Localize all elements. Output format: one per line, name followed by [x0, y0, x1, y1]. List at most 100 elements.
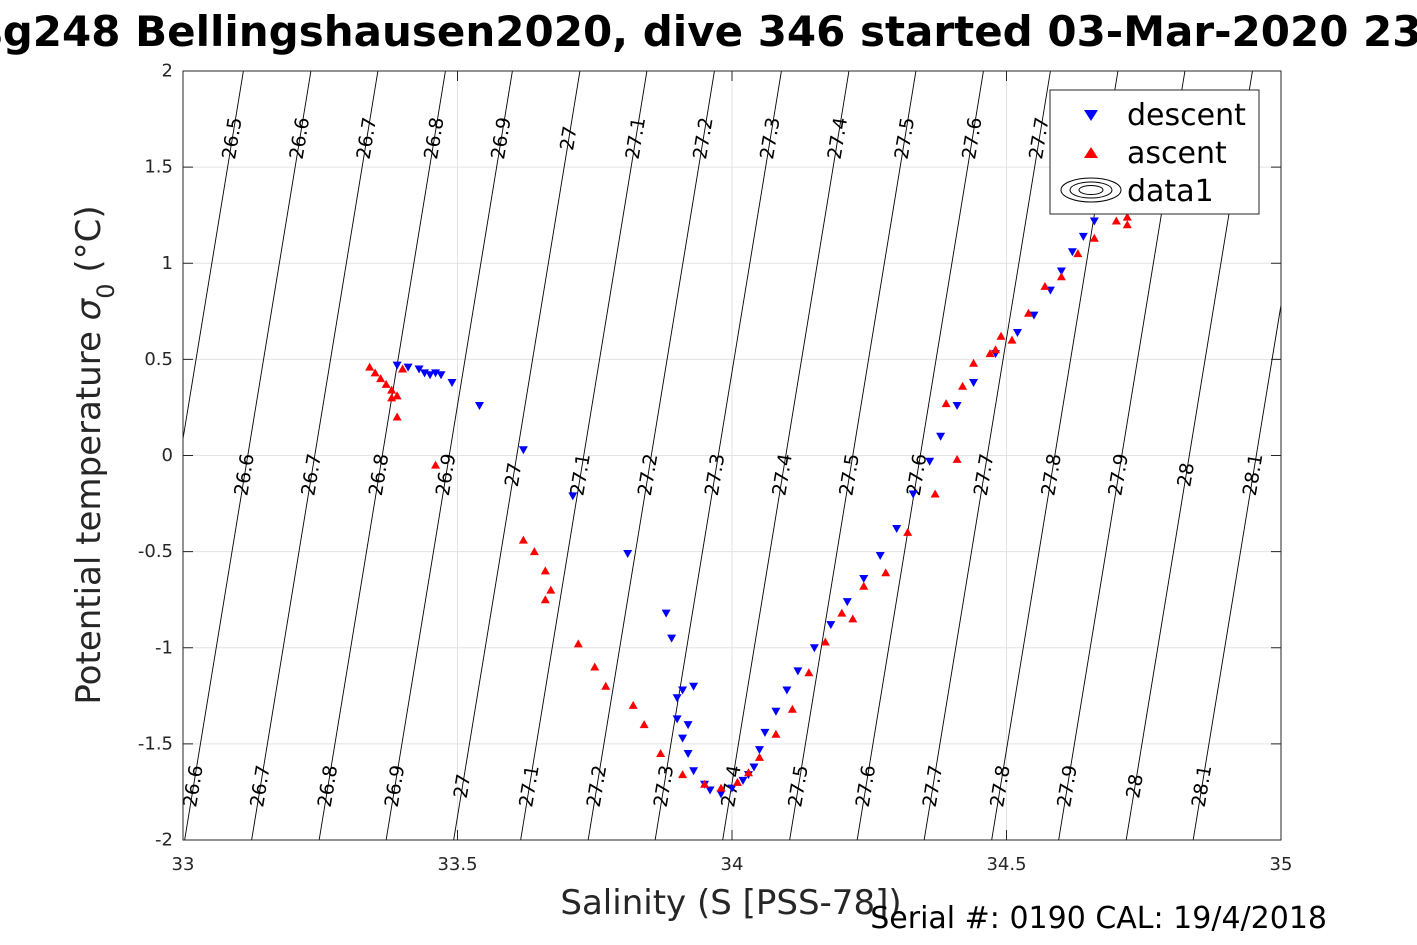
contour-label-28-1: 28	[1173, 461, 1199, 488]
descent-point-48	[1078, 232, 1088, 241]
contour-label-27-0: 27	[556, 125, 582, 152]
descent-point-15	[678, 686, 688, 695]
ascent-point-3	[381, 379, 391, 388]
contour-line-26-9	[385, 71, 513, 840]
ascent-point-50	[985, 349, 995, 358]
legend: descent ascent data1	[1049, 89, 1260, 215]
descent-point-0	[392, 361, 402, 370]
descent-point-9	[518, 446, 528, 455]
contour-line-27-2	[587, 71, 715, 840]
ascent-point-12	[540, 566, 550, 575]
y-tick-label-2: -1	[155, 637, 173, 658]
ascent-point-4	[387, 385, 397, 394]
ascent-point-2	[376, 374, 386, 383]
y-tick-label-6: 1	[162, 253, 173, 274]
descent-point-43	[1012, 328, 1022, 337]
contour-line-27-1	[520, 71, 648, 840]
x-axis-label: Salinity (S [PSS-78])	[560, 883, 901, 923]
contour-line-27-5	[789, 71, 917, 840]
legend-ascent-label: ascent	[1127, 136, 1227, 171]
contour-line-27-3	[654, 71, 782, 840]
ascent-point-33	[881, 568, 891, 577]
ascent-point-39	[969, 358, 979, 367]
ascent-point-9	[431, 460, 441, 469]
legend-data1-label: data1	[1127, 174, 1214, 209]
descent-point-22	[716, 790, 726, 799]
descent-point-16	[672, 715, 682, 724]
x-tick-label-2: 34	[721, 854, 744, 875]
ascent-point-1	[370, 368, 380, 377]
contour-line-27-7	[923, 71, 1051, 840]
ascent-point-11	[529, 547, 539, 556]
ascent-point-43	[1040, 281, 1050, 290]
descent-point-23	[727, 784, 737, 793]
ascent-point-36	[952, 454, 962, 463]
x-tick-label-0: 33	[172, 854, 195, 875]
contour-line-26-5	[183, 71, 244, 442]
descent-point-47	[1067, 248, 1077, 257]
descent-point-49	[1089, 217, 1099, 226]
ascent-point-8	[398, 364, 408, 373]
descent-point-39	[936, 432, 946, 441]
descent-point-7	[447, 378, 457, 387]
ascent-point-35	[930, 489, 940, 498]
descent-point-37	[908, 490, 918, 499]
descent-point-21	[705, 786, 715, 795]
descent-point-38	[925, 457, 935, 466]
ascent-point-6	[387, 393, 397, 402]
contour-line-27-4	[722, 71, 850, 840]
descent-point-18	[683, 749, 693, 758]
descent-point-14	[672, 694, 682, 703]
x-tick-label-3: 34.5	[986, 854, 1026, 875]
ascent-point-32	[859, 581, 869, 590]
descent-point-33	[842, 598, 852, 607]
series-descent	[392, 217, 1099, 799]
y-tick-label-7: 1.5	[144, 157, 173, 178]
ascent-point-26	[754, 752, 764, 761]
ascent-point-34	[903, 527, 913, 536]
ascent-point-23	[716, 783, 726, 792]
y-tick-label-0: -2	[155, 830, 173, 851]
descent-point-50	[689, 682, 699, 691]
ascent-point-40	[991, 345, 1001, 354]
y-axis-label-unit: (°C)	[69, 205, 109, 272]
descent-point-34	[859, 575, 869, 584]
y-axis-label-text: Potential temperature	[69, 331, 109, 704]
descent-point-13	[667, 634, 677, 643]
descent-point-46	[1056, 267, 1066, 276]
ascent-point-25	[743, 768, 753, 777]
descent-point-27	[760, 728, 770, 737]
x-tick-label-1: 33.5	[437, 854, 477, 875]
ascent-point-17	[601, 681, 611, 690]
ascent-point-30	[820, 637, 830, 646]
descent-point-26	[754, 746, 764, 755]
contour-line-27	[453, 71, 581, 840]
descent-point-6	[436, 371, 446, 380]
contour-line-27-6	[856, 71, 984, 840]
ascent-point-18	[628, 700, 638, 709]
descent-point-35	[875, 551, 885, 560]
ascent-point-51	[996, 331, 1006, 340]
descent-point-51	[683, 721, 693, 730]
ascent-point-49	[1122, 212, 1132, 221]
descent-point-12	[661, 609, 671, 618]
descent-point-4	[425, 371, 435, 380]
legend-contour-marker	[1060, 177, 1122, 203]
y-tick-label-4: 0	[162, 445, 173, 466]
ascent-point-0	[365, 362, 375, 371]
ascent-point-45	[1073, 249, 1083, 258]
descent-point-10	[568, 492, 578, 501]
ascent-point-48	[1122, 220, 1132, 229]
y-axis-label-subscript: 0	[92, 283, 120, 298]
ascent-point-15	[573, 639, 583, 648]
y-tick-label-1: -1.5	[138, 733, 173, 754]
descent-point-2	[414, 365, 424, 374]
ascent-point-20	[656, 748, 666, 757]
descent-point-40	[952, 402, 962, 411]
ascent-point-31	[837, 608, 847, 617]
ascent-point-16	[590, 662, 600, 671]
footer-serial-cal: Serial #: 0190 CAL: 19/4/2018	[870, 901, 1327, 936]
ascent-point-47	[1111, 216, 1121, 225]
ascent-point-42	[1023, 308, 1033, 317]
